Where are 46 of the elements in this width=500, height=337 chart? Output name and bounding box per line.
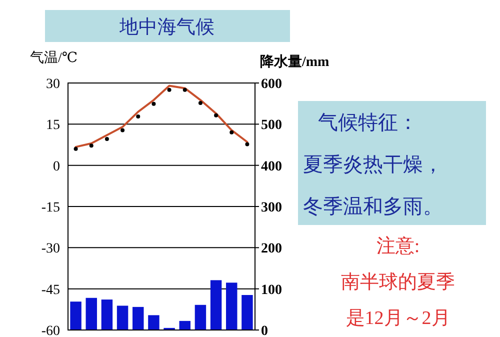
point xyxy=(245,142,250,146)
text: 注意: xyxy=(376,235,420,257)
y-tick-label: 30 xyxy=(46,77,60,92)
point xyxy=(167,88,172,92)
bar xyxy=(148,315,160,330)
text: 是12月～2月 xyxy=(346,308,450,329)
y2-tick-label: 300 xyxy=(261,200,282,216)
y2-tick-label: 200 xyxy=(261,242,282,257)
point xyxy=(152,102,156,106)
y2-tick-label: 100 xyxy=(261,282,282,298)
text: 冬季温和多雨。 xyxy=(303,196,443,218)
bar xyxy=(194,304,206,330)
point xyxy=(120,128,125,132)
bar xyxy=(210,280,222,330)
point xyxy=(214,113,218,118)
y2-axis-title: 降水量/mm xyxy=(260,54,330,70)
chart-title: 地中海气候 xyxy=(118,17,214,38)
text: 南半球的夏季 xyxy=(341,272,455,293)
point xyxy=(198,101,202,106)
point xyxy=(89,144,94,148)
bar xyxy=(101,300,113,330)
y-axis-title: 气温/℃ xyxy=(30,50,78,66)
y-tick-label: 15 xyxy=(46,118,60,134)
text: 气候特征： xyxy=(318,112,418,134)
text: 夏季炎热干燥， xyxy=(303,154,443,176)
point xyxy=(74,146,78,151)
bar xyxy=(86,298,97,330)
y-tick-label: -45 xyxy=(41,282,60,298)
bar xyxy=(242,295,253,330)
y2-tick-label: 500 xyxy=(261,118,282,134)
bar xyxy=(132,306,144,330)
y-tick-label: -15 xyxy=(41,200,60,216)
y-tick-label: 0 xyxy=(53,159,60,174)
y2-tick-label: 600 xyxy=(261,77,282,92)
point xyxy=(230,130,234,134)
point xyxy=(182,88,187,92)
y2-tick-label: 400 xyxy=(261,159,282,174)
bar xyxy=(116,306,128,330)
bar xyxy=(179,320,190,330)
y2-tick-label: 0 xyxy=(261,324,268,337)
y-tick-label: -60 xyxy=(41,324,60,337)
point xyxy=(136,114,140,118)
bar xyxy=(226,282,238,330)
y-tick-label: -30 xyxy=(41,242,60,257)
bar xyxy=(70,302,82,330)
point xyxy=(104,136,109,141)
